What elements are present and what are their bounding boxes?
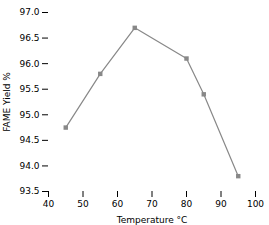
svg-text:90: 90	[215, 199, 227, 209]
svg-text:Temperature °C: Temperature °C	[116, 215, 188, 225]
svg-text:100: 100	[247, 199, 264, 209]
svg-text:95.0: 95.0	[19, 110, 39, 120]
svg-text:95.5: 95.5	[19, 84, 39, 94]
svg-text:70: 70	[146, 199, 158, 209]
svg-text:93.5: 93.5	[19, 186, 39, 196]
svg-text:60: 60	[112, 199, 124, 209]
svg-text:FAME Yield %: FAME Yield %	[2, 72, 12, 132]
svg-text:80: 80	[181, 199, 193, 209]
svg-text:94.0: 94.0	[19, 161, 39, 171]
svg-text:96.5: 96.5	[19, 33, 39, 43]
svg-text:97.0: 97.0	[19, 7, 39, 17]
svg-text:40: 40	[43, 199, 55, 209]
svg-text:96.0: 96.0	[19, 59, 39, 69]
svg-text:94.5: 94.5	[19, 135, 39, 145]
svg-text:50: 50	[77, 199, 89, 209]
